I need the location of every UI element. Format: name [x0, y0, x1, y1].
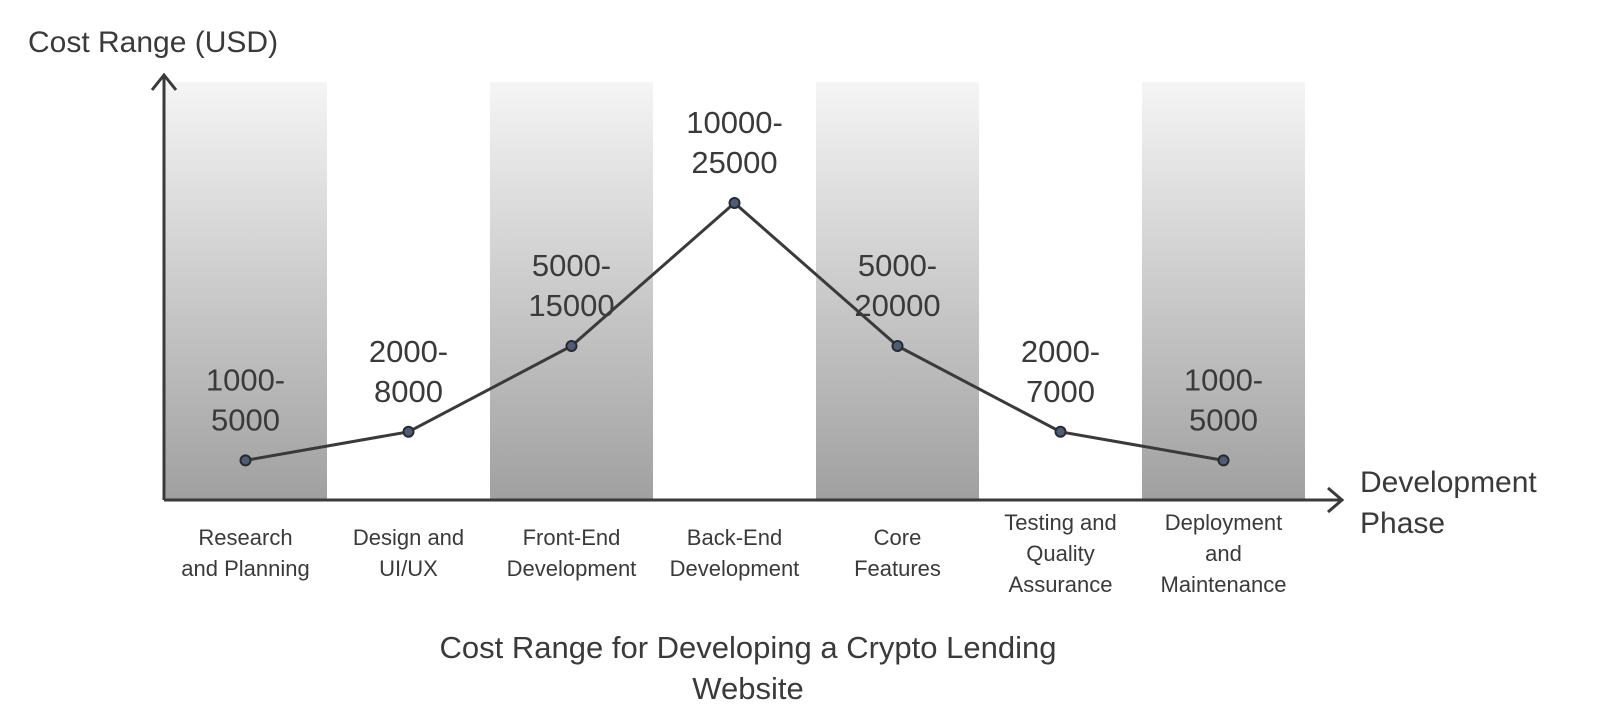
band-7: [1142, 82, 1305, 500]
y-axis-label: Cost Range (USD): [28, 26, 278, 59]
x-axis-arrow-icon: [1327, 486, 1345, 514]
data-point: [728, 197, 741, 209]
y-axis-arrow-icon: [150, 72, 178, 91]
value-label: 10000-25000: [686, 105, 783, 180]
data-point: [239, 454, 252, 467]
value-label: 1000-5000: [206, 362, 285, 437]
value-label: 5000-20000: [854, 248, 940, 323]
data-point: [565, 340, 578, 352]
category-labels: Research and Planning Design and UI/UX Front…: [181, 510, 1286, 597]
category-label: Core Features: [854, 525, 941, 581]
category-label: Deployment and Maintenance: [1161, 510, 1287, 597]
value-labels: 1000-5000 2000-8000 5000-15000 10000-25000 5…: [206, 105, 1263, 437]
data-point: [1217, 454, 1230, 467]
background-bands: [164, 82, 1305, 500]
category-label: Back-End Development: [670, 525, 800, 581]
category-label: Front-End Development: [507, 525, 637, 581]
series-line: [245, 201, 1224, 462]
data-point: [891, 340, 904, 352]
data-point: [1054, 425, 1067, 438]
category-label: Design and UI/UX: [353, 525, 464, 581]
x-axis-label: Development Phase: [1360, 466, 1537, 540]
data-points: [239, 197, 1230, 467]
category-label: Research and Planning: [181, 525, 309, 581]
category-label: Testing and Quality Assurance: [1004, 510, 1117, 597]
band-3: [490, 82, 653, 500]
value-label: 5000-15000: [528, 248, 614, 323]
value-label: 1000-5000: [1184, 362, 1263, 437]
band-5: [816, 82, 979, 500]
band-1: [164, 82, 327, 500]
axes: [150, 72, 1345, 514]
value-label: 2000-7000: [1021, 334, 1100, 409]
value-label: 2000-8000: [369, 334, 448, 409]
chart-title: Cost Range for Developing a Crypto Lendi…: [440, 630, 1057, 706]
data-point: [402, 425, 415, 438]
